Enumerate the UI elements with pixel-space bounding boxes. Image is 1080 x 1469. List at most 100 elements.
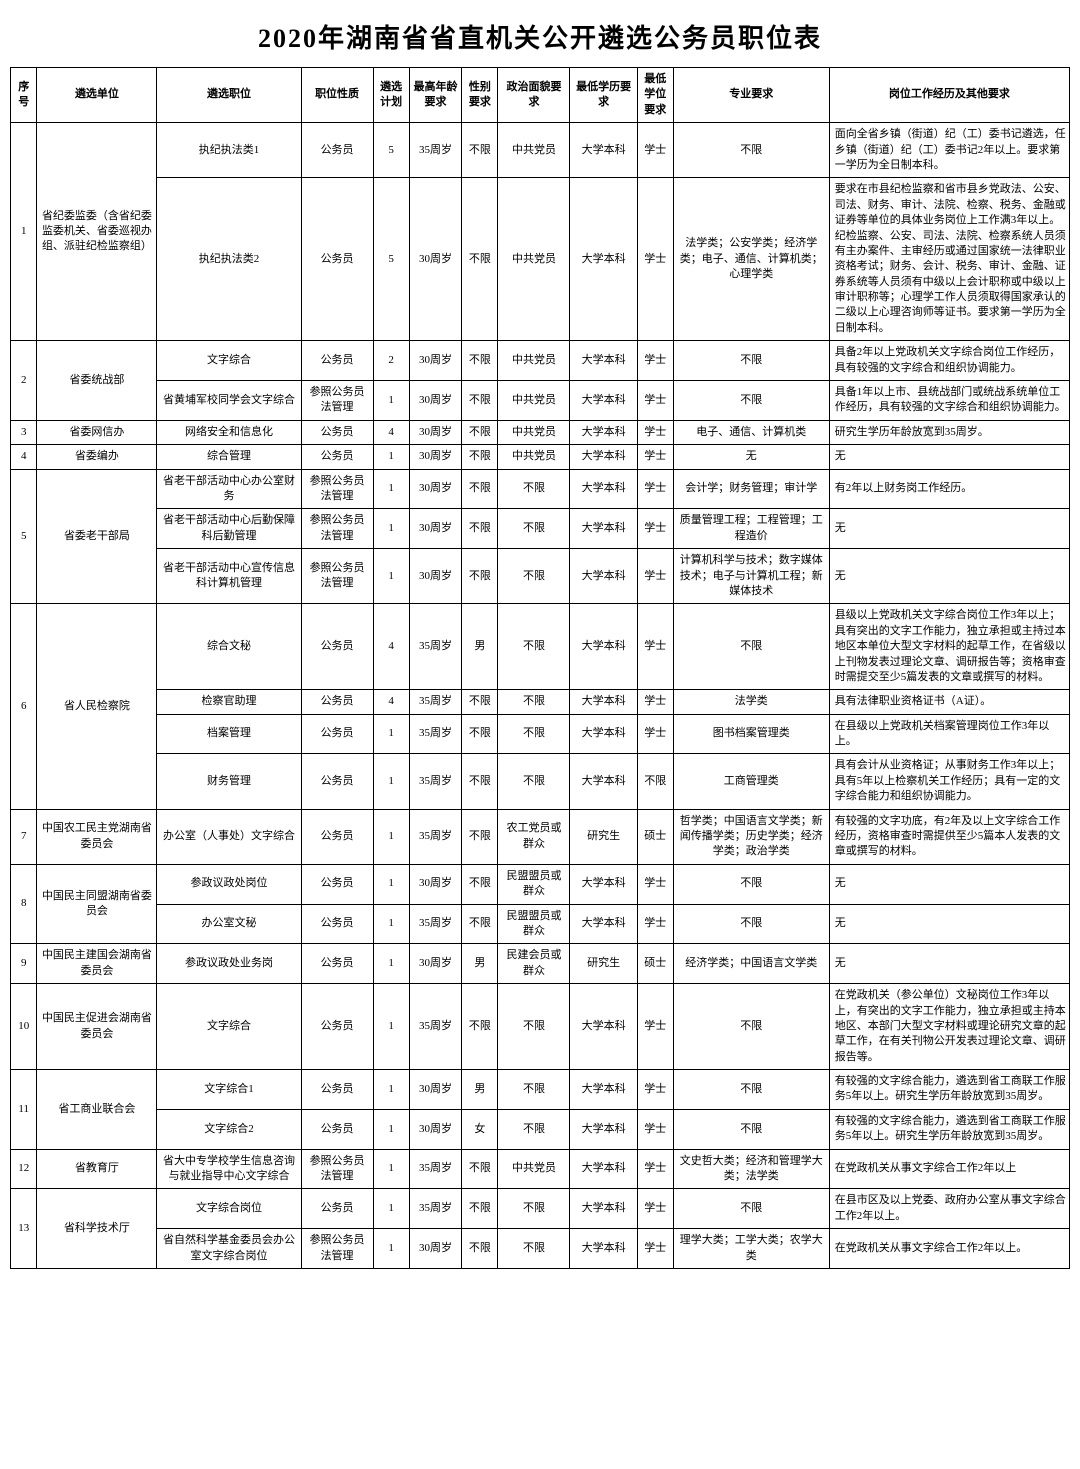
cell-nature: 公务员	[301, 690, 373, 714]
cell-nature: 公务员	[301, 420, 373, 444]
table-row: 省老干部活动中心后勤保障科后勤管理参照公务员法管理130周岁不限不限大学本科学士…	[11, 509, 1070, 549]
cell-pol: 民盟盟员或群众	[498, 864, 570, 904]
cell-req: 在县级以上党政机关档案管理岗位工作3年以上。	[829, 714, 1069, 754]
cell-nature: 公务员	[301, 1109, 373, 1149]
table-row: 4省委编办综合管理公务员130周岁不限中共党员大学本科学士无无	[11, 445, 1070, 469]
cell-req: 要求在市县纪检监察和省市县乡党政法、公安、司法、财务、审计、法院、检察、税务、金…	[829, 178, 1069, 341]
cell-pos: 财务管理	[157, 754, 301, 809]
cell-nature: 公务员	[301, 123, 373, 178]
position-table: 序号 遴选单位 遴选职位 职位性质 遴选计划 最高年龄要求 性别要求 政治面貌要…	[10, 67, 1070, 1269]
cell-major: 文史哲大类；经济和管理学大类；法学类	[673, 1149, 829, 1189]
page-title: 2020年湖南省省直机关公开遴选公务员职位表	[10, 18, 1070, 55]
cell-plan: 1	[373, 944, 409, 984]
cell-plan: 1	[373, 809, 409, 864]
table-row: 省老干部活动中心宣传信息科计算机管理参照公务员法管理130周岁不限不限大学本科学…	[11, 549, 1070, 604]
cell-pos: 网络安全和信息化	[157, 420, 301, 444]
table-row: 2省委统战部文字综合公务员230周岁不限中共党员大学本科学士不限具备2年以上党政…	[11, 341, 1070, 381]
cell-edu: 研究生	[570, 809, 637, 864]
cell-edu: 大学本科	[570, 381, 637, 421]
col-edu: 最低学历要求	[570, 68, 637, 123]
cell-deg: 学士	[637, 381, 673, 421]
cell-gender: 不限	[462, 1189, 498, 1229]
cell-num: 3	[11, 420, 37, 444]
cell-pos: 省老干部活动中心宣传信息科计算机管理	[157, 549, 301, 604]
cell-edu: 大学本科	[570, 1149, 637, 1189]
cell-gender: 不限	[462, 341, 498, 381]
cell-req: 无	[829, 445, 1069, 469]
cell-nature: 公务员	[301, 445, 373, 469]
cell-major: 质量管理工程；工程管理；工程造价	[673, 509, 829, 549]
cell-deg: 学士	[637, 123, 673, 178]
cell-age: 35周岁	[409, 809, 462, 864]
cell-plan: 1	[373, 1229, 409, 1269]
cell-edu: 大学本科	[570, 984, 637, 1070]
cell-unit: 省委统战部	[37, 341, 157, 421]
cell-req: 无	[829, 864, 1069, 904]
cell-gender: 不限	[462, 904, 498, 944]
cell-plan: 1	[373, 381, 409, 421]
cell-nature: 公务员	[301, 1189, 373, 1229]
cell-age: 35周岁	[409, 904, 462, 944]
cell-req: 具备1年以上市、县统战部门或统战系统单位工作经历，具有较强的文字综合和组织协调能…	[829, 381, 1069, 421]
cell-major: 经济学类；中国语言文学类	[673, 944, 829, 984]
cell-gender: 不限	[462, 809, 498, 864]
cell-deg: 学士	[637, 604, 673, 690]
cell-req: 无	[829, 549, 1069, 604]
table-row: 6省人民检察院综合文秘公务员435周岁男不限大学本科学士不限县级以上党政机关文字…	[11, 604, 1070, 690]
cell-age: 30周岁	[409, 864, 462, 904]
cell-gender: 不限	[462, 445, 498, 469]
cell-nature: 公务员	[301, 864, 373, 904]
cell-major: 哲学类；中国语言文学类；新闻传播学类；历史学类；经济学类；政治学类	[673, 809, 829, 864]
cell-deg: 学士	[637, 509, 673, 549]
cell-plan: 1	[373, 445, 409, 469]
cell-major: 不限	[673, 904, 829, 944]
cell-major: 不限	[673, 123, 829, 178]
table-row: 7中国农工民主党湖南省委员会办公室（人事处）文字综合公务员135周岁不限农工党员…	[11, 809, 1070, 864]
cell-age: 35周岁	[409, 690, 462, 714]
cell-plan: 5	[373, 178, 409, 341]
cell-major: 不限	[673, 1189, 829, 1229]
cell-nature: 公务员	[301, 178, 373, 341]
cell-age: 35周岁	[409, 754, 462, 809]
cell-deg: 学士	[637, 690, 673, 714]
cell-deg: 学士	[637, 469, 673, 509]
cell-edu: 大学本科	[570, 445, 637, 469]
table-row: 档案管理公务员135周岁不限不限大学本科学士图书档案管理类在县级以上党政机关档案…	[11, 714, 1070, 754]
cell-plan: 1	[373, 469, 409, 509]
cell-pol: 中共党员	[498, 178, 570, 341]
cell-pos: 省大中专学校学生信息咨询与就业指导中心文字综合	[157, 1149, 301, 1189]
cell-gender: 不限	[462, 469, 498, 509]
cell-edu: 大学本科	[570, 714, 637, 754]
cell-pol: 农工党员或群众	[498, 809, 570, 864]
cell-unit: 省委编办	[37, 445, 157, 469]
cell-major: 图书档案管理类	[673, 714, 829, 754]
cell-pol: 不限	[498, 549, 570, 604]
cell-age: 35周岁	[409, 604, 462, 690]
cell-pol: 不限	[498, 469, 570, 509]
cell-req: 有较强的文字综合能力，遴选到省工商联工作服务5年以上。研究生学历年龄放宽到35周…	[829, 1109, 1069, 1149]
cell-plan: 1	[373, 984, 409, 1070]
cell-age: 30周岁	[409, 944, 462, 984]
cell-num: 4	[11, 445, 37, 469]
cell-deg: 不限	[637, 754, 673, 809]
cell-major: 不限	[673, 1070, 829, 1110]
cell-age: 30周岁	[409, 509, 462, 549]
cell-deg: 学士	[637, 445, 673, 469]
cell-req: 无	[829, 944, 1069, 984]
cell-gender: 不限	[462, 381, 498, 421]
cell-plan: 1	[373, 714, 409, 754]
cell-req: 有较强的文字功底，有2年及以上文字综合工作经历，资格审查时需提供至少5篇本人发表…	[829, 809, 1069, 864]
cell-req: 在党政机关从事文字综合工作2年以上	[829, 1149, 1069, 1189]
cell-gender: 不限	[462, 714, 498, 754]
cell-req: 具有会计从业资格证；从事财务工作3年以上；具有5年以上检察机关工作经历；具有一定…	[829, 754, 1069, 809]
cell-age: 30周岁	[409, 341, 462, 381]
cell-edu: 大学本科	[570, 1070, 637, 1110]
cell-nature: 参照公务员法管理	[301, 1149, 373, 1189]
cell-nature: 参照公务员法管理	[301, 1229, 373, 1269]
cell-deg: 学士	[637, 1070, 673, 1110]
cell-nature: 公务员	[301, 604, 373, 690]
cell-plan: 2	[373, 341, 409, 381]
cell-nature: 公务员	[301, 809, 373, 864]
cell-pos: 省老干部活动中心后勤保障科后勤管理	[157, 509, 301, 549]
cell-gender: 男	[462, 944, 498, 984]
